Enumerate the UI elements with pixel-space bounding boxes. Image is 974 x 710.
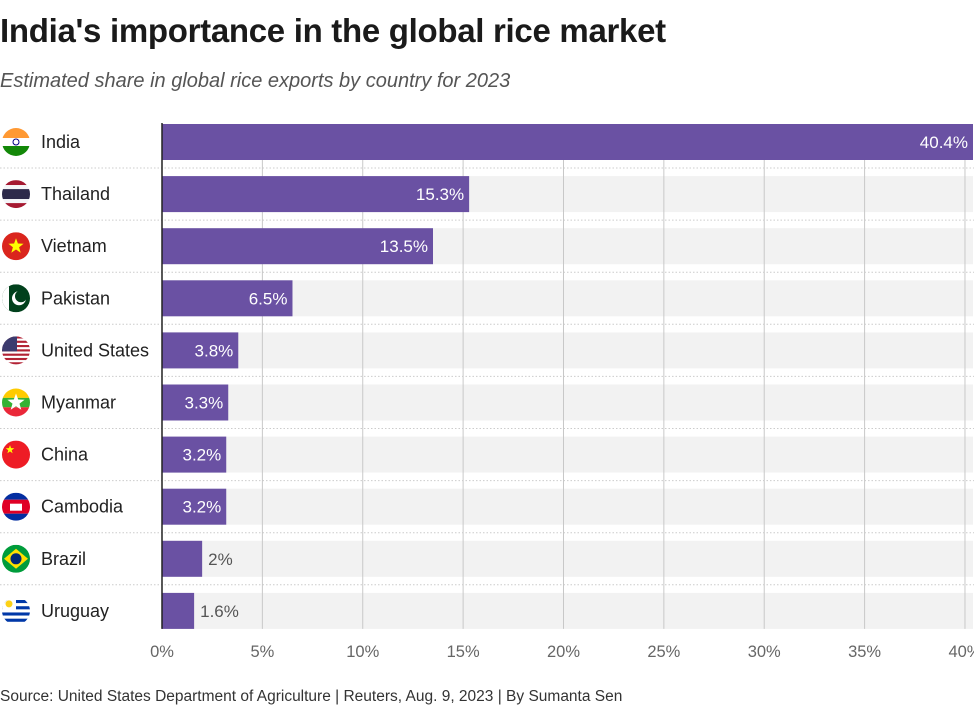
us-flag-icon bbox=[2, 336, 30, 365]
row-band bbox=[162, 436, 973, 473]
bar-chart: 0% 5% 10% 15% 20% 25% 30% 35% 40% 40.4% India 15.3%… bbox=[0, 123, 974, 661]
data-label: 3.2% bbox=[182, 446, 221, 465]
data-label: 6.5% bbox=[249, 289, 288, 308]
row-band bbox=[162, 384, 973, 421]
china-flag-icon bbox=[2, 440, 30, 469]
x-tick-label: 10% bbox=[346, 643, 379, 661]
vietnam-flag-icon bbox=[2, 232, 30, 261]
data-label: 40.4% bbox=[920, 133, 968, 152]
bar-thailand bbox=[162, 176, 470, 213]
myanmar-flag-icon bbox=[2, 388, 30, 417]
category-label: Pakistan bbox=[41, 288, 110, 308]
bar-india bbox=[162, 124, 973, 160]
pakistan-flag-icon bbox=[2, 284, 30, 313]
x-tick-label: 30% bbox=[748, 643, 781, 661]
cambodia-flag-icon bbox=[2, 492, 30, 521]
x-tick-label: 5% bbox=[250, 643, 274, 661]
bar-china bbox=[162, 436, 227, 473]
bar-united-states bbox=[162, 332, 239, 369]
bar-myanmar bbox=[162, 384, 229, 421]
category-label: Uruguay bbox=[41, 601, 109, 621]
bar-vietnam bbox=[162, 228, 434, 265]
x-tick-label: 25% bbox=[647, 643, 680, 661]
row-band bbox=[162, 488, 973, 525]
data-label: 13.5% bbox=[380, 237, 428, 256]
category-label: United States bbox=[41, 340, 149, 360]
thailand-flag-icon bbox=[2, 180, 30, 209]
bar-uruguay bbox=[162, 592, 195, 629]
x-tick-label: 20% bbox=[547, 643, 580, 661]
x-tick-label: 0% bbox=[150, 643, 174, 661]
brazil-flag-icon bbox=[2, 544, 30, 573]
row-band bbox=[162, 280, 973, 317]
data-label: 2% bbox=[208, 550, 233, 569]
data-label: 3.8% bbox=[195, 341, 234, 360]
category-label: Cambodia bbox=[41, 497, 124, 517]
data-label: 15.3% bbox=[416, 185, 464, 204]
x-tick-label: 35% bbox=[848, 643, 881, 661]
category-label: Vietnam bbox=[41, 236, 107, 256]
category-label: Brazil bbox=[41, 549, 86, 569]
data-label: 1.6% bbox=[200, 602, 239, 621]
bar-brazil bbox=[162, 540, 203, 577]
source-note: Source: United States Department of Agri… bbox=[0, 688, 623, 705]
row-band bbox=[162, 540, 973, 577]
bar-cambodia bbox=[162, 488, 227, 525]
india-flag-icon bbox=[2, 128, 30, 156]
chart-title: India's importance in the global rice ma… bbox=[0, 12, 666, 49]
x-tick-label: 15% bbox=[447, 643, 480, 661]
category-label: India bbox=[41, 132, 81, 152]
x-tick-label: 40% bbox=[948, 643, 974, 661]
uruguay-flag-icon bbox=[2, 596, 30, 625]
row-band bbox=[162, 332, 973, 369]
row-band bbox=[162, 592, 973, 629]
category-label: China bbox=[41, 445, 89, 465]
category-label: Thailand bbox=[41, 184, 110, 204]
data-label: 3.2% bbox=[182, 498, 221, 517]
data-label: 3.3% bbox=[184, 394, 223, 413]
bar-pakistan bbox=[162, 280, 293, 317]
chart-subtitle: Estimated share in global rice exports b… bbox=[0, 70, 511, 92]
category-label: Myanmar bbox=[41, 393, 116, 413]
